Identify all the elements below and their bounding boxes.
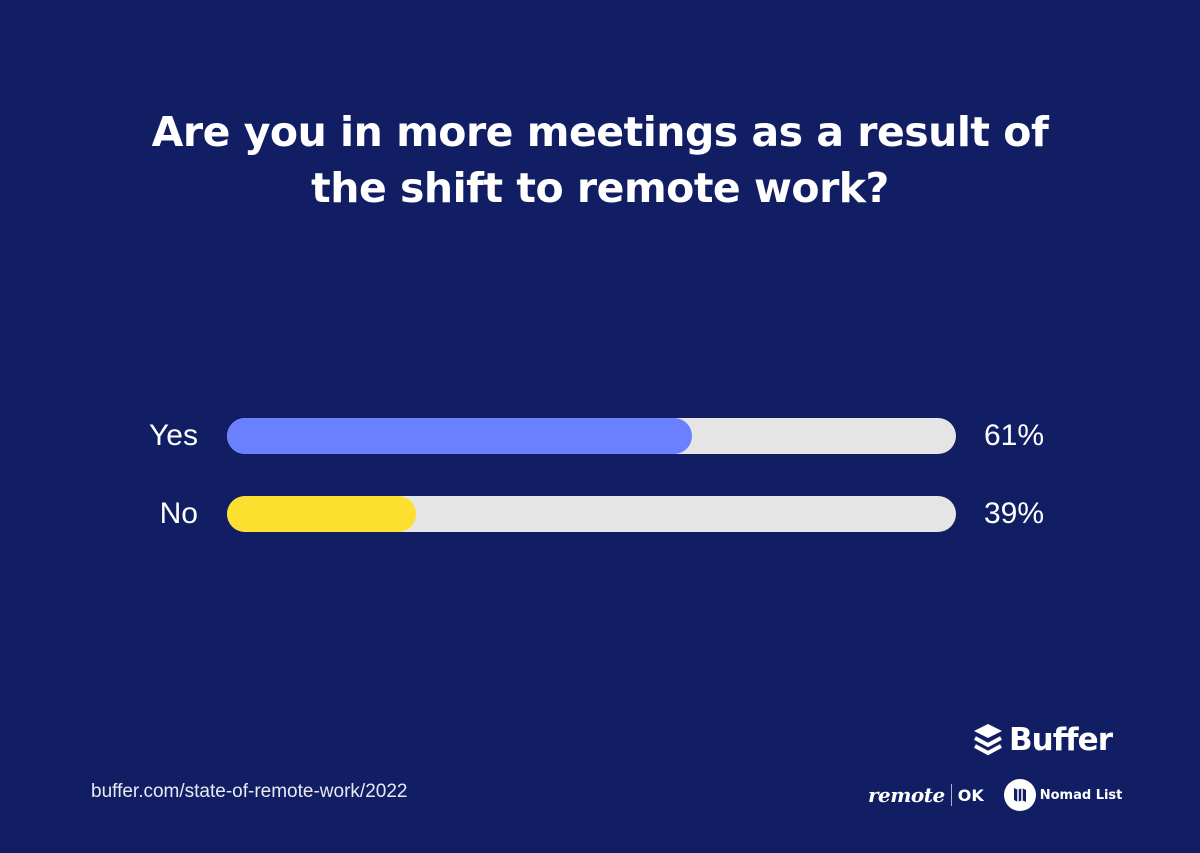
bar-value-yes: 61% xyxy=(984,419,1045,452)
bar-row-yes: Yes 61% xyxy=(0,418,1200,454)
bar-label-yes: Yes xyxy=(149,419,198,452)
chart-title: Are you in more meetings as a result of … xyxy=(0,104,1200,216)
nomad-list-map-icon xyxy=(1003,779,1036,811)
partner-logos: remote OK Nomad List xyxy=(868,778,1122,812)
bar-track-yes xyxy=(227,418,956,454)
chart-title-line-1: Are you in more meetings as a result of xyxy=(151,108,1049,156)
remoteok-divider xyxy=(950,784,952,806)
chart-title-line-2: the shift to remote work? xyxy=(311,164,889,212)
bar-row-no: No 39% xyxy=(0,496,1200,532)
bar-track-no xyxy=(227,496,956,532)
remoteok-logo-text: remote xyxy=(868,783,945,807)
source-url: buffer.com/state-of-remote-work/2022 xyxy=(91,781,408,802)
nomad-list-logo-text: Nomad List xyxy=(1039,787,1123,803)
bar-label-no: No xyxy=(159,497,198,530)
remoteok-logo-ok: OK xyxy=(957,785,984,805)
buffer-wordmark: Buffer xyxy=(1009,722,1113,758)
buffer-stack-icon xyxy=(974,724,1002,756)
bar-fill-no xyxy=(227,496,416,532)
bar-fill-yes xyxy=(227,418,692,454)
bar-value-no: 39% xyxy=(984,497,1045,530)
buffer-logo: Buffer xyxy=(973,720,1113,760)
